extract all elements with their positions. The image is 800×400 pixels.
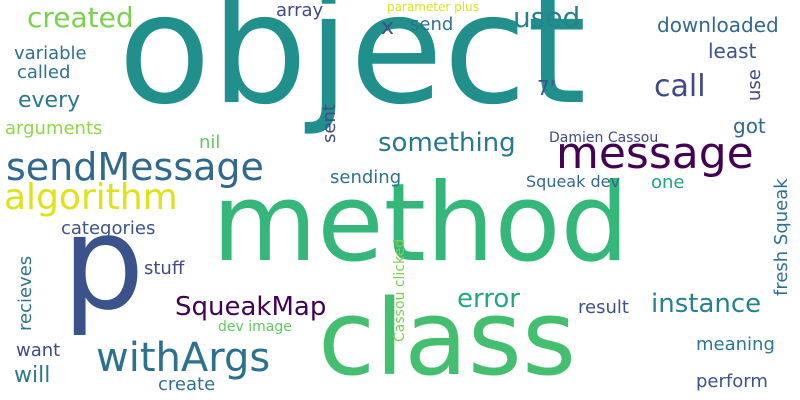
word-method: method bbox=[212, 161, 630, 286]
word-cassou-clicked: Cassou clicked bbox=[392, 238, 408, 342]
word-message: message bbox=[556, 128, 754, 179]
word-use: use bbox=[744, 69, 765, 101]
word-sendmessage: sendMessage bbox=[6, 145, 264, 189]
word-algorithm: algorithm bbox=[4, 177, 178, 218]
word-used: used bbox=[513, 1, 581, 34]
word-squeakmap: SqueakMap bbox=[175, 292, 327, 322]
word-sending: sending bbox=[330, 167, 402, 188]
word-parameter-plus: parameter plus bbox=[387, 0, 479, 14]
word-withargs: withArgs bbox=[96, 335, 271, 381]
word-7: 7' bbox=[537, 76, 556, 100]
word-meaning: meaning bbox=[696, 334, 775, 355]
word-sent: sent bbox=[319, 104, 340, 143]
word-downloaded: downloaded bbox=[657, 13, 779, 37]
word-categories: categories bbox=[61, 218, 156, 239]
word-result: result bbox=[578, 297, 629, 318]
word-array: array bbox=[276, 0, 324, 21]
word-got: got bbox=[733, 114, 766, 138]
word-will: will bbox=[14, 363, 51, 388]
word-created: created bbox=[27, 1, 134, 34]
word-fresh-squeak: fresh Squeak bbox=[771, 178, 792, 296]
word-want: want bbox=[16, 340, 61, 361]
word-stuff: stuff bbox=[144, 258, 185, 279]
word-object: object bbox=[118, 0, 587, 138]
word-squeak-dev: Squeak dev bbox=[526, 172, 620, 191]
word-x: x bbox=[381, 15, 395, 40]
word-damien-cassou: Damien Cassou bbox=[549, 130, 659, 146]
word-recieves: recieves bbox=[15, 255, 36, 331]
word-p: p bbox=[62, 187, 145, 339]
word-instance: instance bbox=[651, 289, 762, 319]
word-send: send bbox=[410, 14, 454, 35]
word-nil: nil bbox=[199, 132, 221, 153]
word-class: class bbox=[318, 277, 577, 399]
word-one: one bbox=[651, 172, 685, 193]
word-create: create bbox=[158, 374, 216, 395]
word-perform: perform bbox=[696, 371, 768, 392]
word-least: least bbox=[708, 39, 757, 63]
word-variable: variable bbox=[14, 43, 87, 64]
word-arguments: arguments bbox=[5, 118, 103, 139]
word-error: error bbox=[457, 284, 520, 314]
word-called: called bbox=[17, 62, 71, 83]
word-something: something bbox=[378, 128, 516, 158]
word-every: every bbox=[18, 88, 81, 113]
word-dev-image: dev image bbox=[218, 319, 292, 335]
word-call: call bbox=[654, 69, 706, 104]
